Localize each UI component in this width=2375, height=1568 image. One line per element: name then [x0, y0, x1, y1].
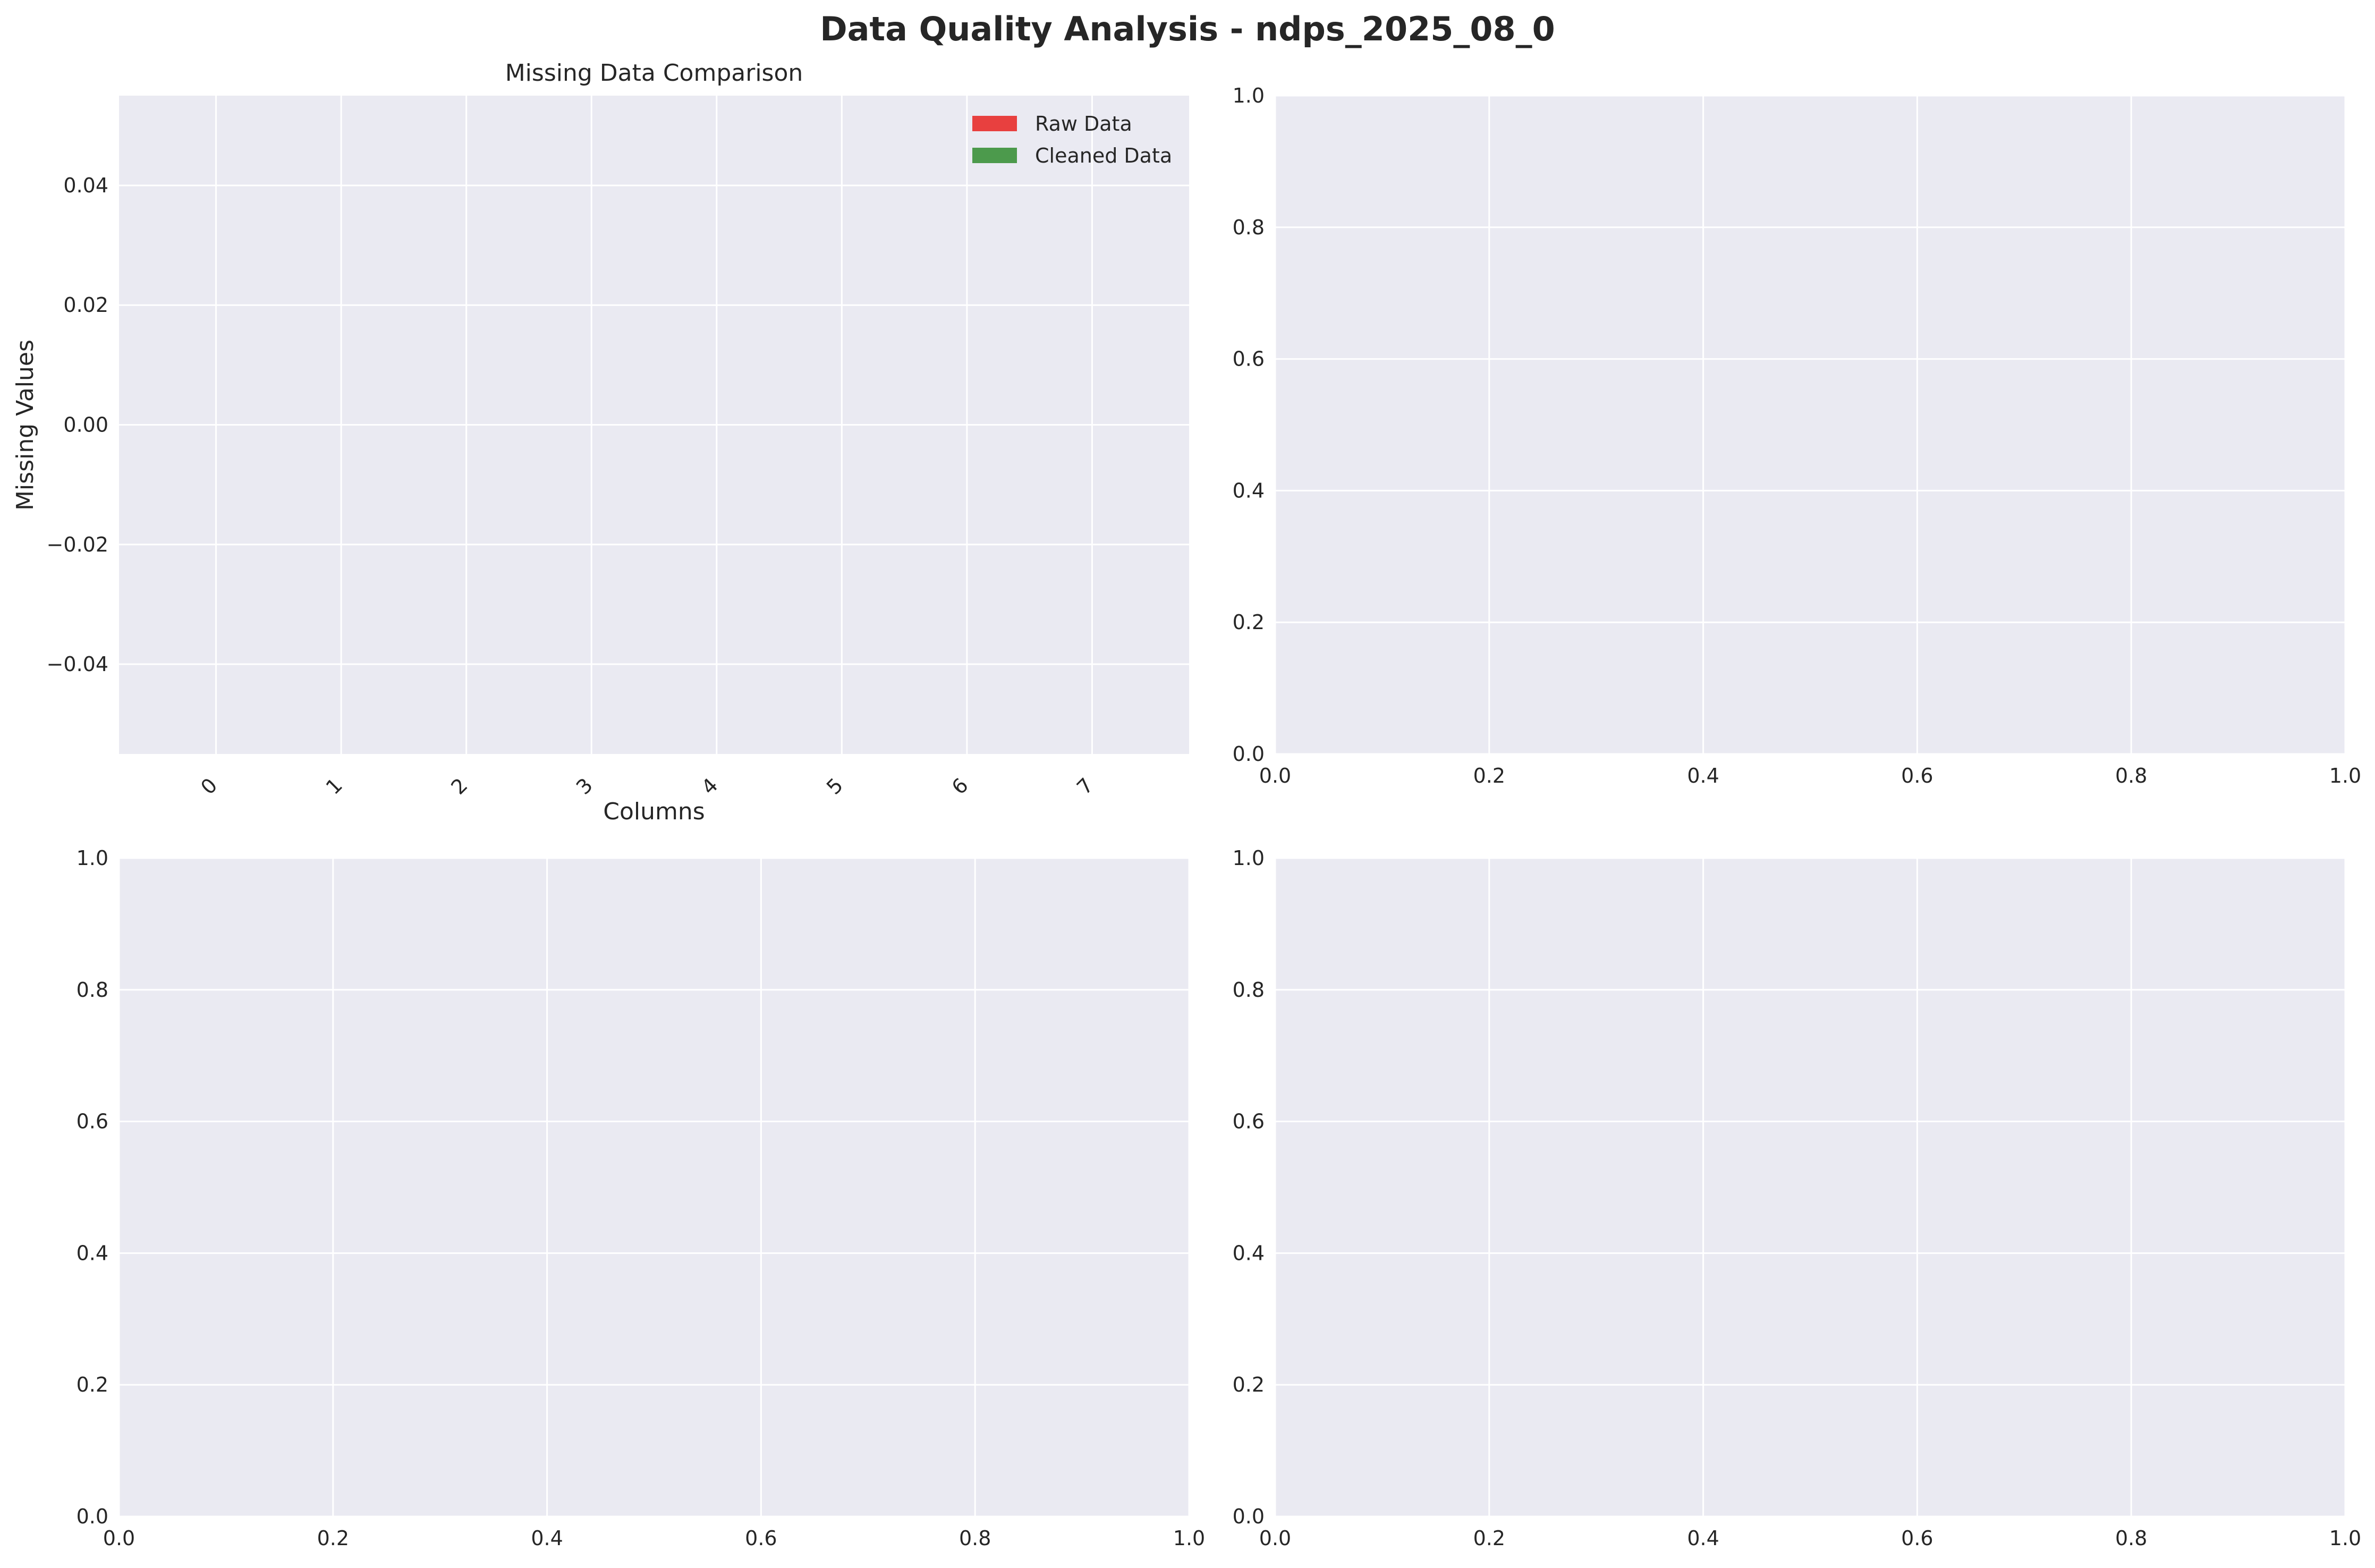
x-gridlines	[118, 858, 1190, 1516]
y-tick-label: 0.6	[1233, 1110, 1265, 1133]
x-tick-label: 6	[947, 774, 973, 799]
panel-title: Missing Data Comparison	[505, 60, 803, 87]
y-tick-label: 0.04	[63, 174, 108, 197]
y-gridlines	[119, 857, 1189, 1518]
y-gridlines	[1275, 95, 2345, 755]
x-tick-label: 0.4	[531, 1527, 563, 1550]
x-tick-label: 0.6	[1901, 1527, 1933, 1550]
x-tick-label: 0.0	[1259, 1527, 1291, 1550]
y-axis-label: Missing Values	[12, 340, 39, 511]
y-tick-label: 0.2	[77, 1373, 108, 1396]
y-tick-label: −0.04	[47, 652, 108, 676]
x-tick-label: 0.8	[2115, 764, 2147, 787]
x-gridlines	[1274, 96, 2346, 754]
empty-panel-bottom-right: 0.0 0.2 0.4 0.6 0.8 1.0 0.0 0.2 0.4 0.6 0.8 1.0	[1233, 846, 2362, 1550]
y-tick-label: 0.8	[77, 978, 108, 1002]
legend-label-cleaned: Cleaned Data	[1035, 144, 1172, 167]
legend-label-raw: Raw Data	[1035, 112, 1132, 135]
figure-title: Data Quality Analysis - ndps_2025_08_0	[820, 10, 1555, 48]
legend-swatch-cleaned	[972, 148, 1017, 163]
y-tick-label: 0.6	[1233, 347, 1265, 371]
x-tick-label: 0	[196, 774, 222, 799]
x-axis-label: Columns	[603, 798, 705, 825]
x-tick-labels: 0.0 0.2 0.4 0.6 0.8 1.0	[1259, 1527, 2361, 1550]
x-tick-label: 3	[572, 774, 597, 799]
x-tick-labels: 0.0 0.2 0.4 0.6 0.8 1.0	[1259, 764, 2361, 787]
x-tick-label: 0.8	[959, 1527, 991, 1550]
y-tick-label: 0.4	[1233, 1241, 1265, 1265]
legend-swatch-raw	[972, 116, 1017, 131]
missing-data-comparison-panel: 0 1 2 3 4 5 6 7 0.04 0.02 0.00 −0.02 −0.04 Missing …	[12, 60, 1189, 825]
y-tick-label: 0.2	[1233, 1373, 1265, 1396]
empty-panel-top-right: 0.0 0.2 0.4 0.6 0.8 1.0 0.0 0.2 0.4 0.6 0.8 1.0	[1233, 84, 2362, 787]
y-tick-label: −0.02	[47, 533, 108, 556]
x-tick-label: 4	[697, 774, 722, 799]
y-tick-label: 1.0	[77, 846, 108, 870]
x-tick-label: 0.2	[317, 1527, 349, 1550]
y-tick-label: 0.0	[77, 1505, 108, 1528]
x-tick-label: 0.4	[1687, 764, 1719, 787]
plot-area	[1275, 96, 2345, 754]
y-tick-label: 1.0	[1233, 84, 1265, 107]
y-gridlines	[1275, 857, 2345, 1518]
plot-area	[119, 858, 1189, 1516]
x-tick-label: 0.4	[1687, 1527, 1719, 1550]
y-tick-labels: 0.0 0.2 0.4 0.6 0.8 1.0	[1233, 84, 1265, 766]
y-tick-label: 0.4	[1233, 479, 1265, 502]
x-tick-label: 1.0	[2329, 1527, 2361, 1550]
x-tick-labels: 0.0 0.2 0.4 0.6 0.8 1.0	[103, 1527, 1205, 1550]
x-tick-label: 0.0	[1259, 764, 1291, 787]
x-gridlines	[1274, 858, 2346, 1516]
x-tick-label: 7	[1072, 774, 1098, 799]
x-tick-label: 1.0	[1173, 1527, 1205, 1550]
empty-panel-bottom-left: 0.0 0.2 0.4 0.6 0.8 1.0 0.0 0.2 0.4 0.6 0.8 1.0	[77, 846, 1206, 1550]
x-tick-label: 0.2	[1473, 764, 1505, 787]
y-tick-label: 0.6	[77, 1110, 108, 1133]
x-tick-label: 5	[822, 774, 847, 799]
plot-area	[1275, 858, 2345, 1516]
x-tick-label: 0.6	[745, 1527, 777, 1550]
x-tick-label: 0.2	[1473, 1527, 1505, 1550]
x-tick-label: 1	[321, 774, 347, 799]
y-gridlines	[119, 184, 1189, 665]
x-tick-labels: 0 1 2 3 4 5 6 7	[196, 774, 1098, 799]
y-tick-label: 0.00	[63, 413, 108, 437]
x-tick-label: 0.0	[103, 1527, 135, 1550]
y-tick-labels: 0.0 0.2 0.4 0.6 0.8 1.0	[77, 846, 108, 1528]
legend[interactable]: Raw Data Cleaned Data	[972, 112, 1172, 167]
y-tick-label: 0.8	[1233, 216, 1265, 239]
x-tick-label: 1.0	[2329, 764, 2361, 787]
y-tick-labels: 0.04 0.02 0.00 −0.02 −0.04	[47, 174, 108, 676]
x-tick-label: 0.8	[2115, 1527, 2147, 1550]
y-tick-label: 0.2	[1233, 611, 1265, 634]
y-tick-label: 0.0	[1233, 1505, 1265, 1528]
y-tick-label: 0.0	[1233, 742, 1265, 766]
y-tick-label: 0.8	[1233, 978, 1265, 1002]
y-tick-label: 0.02	[63, 293, 108, 317]
y-tick-label: 1.0	[1233, 846, 1265, 870]
x-tick-label: 2	[446, 774, 472, 799]
y-tick-labels: 0.0 0.2 0.4 0.6 0.8 1.0	[1233, 846, 1265, 1528]
y-tick-label: 0.4	[77, 1241, 108, 1265]
x-tick-label: 0.6	[1901, 764, 1933, 787]
